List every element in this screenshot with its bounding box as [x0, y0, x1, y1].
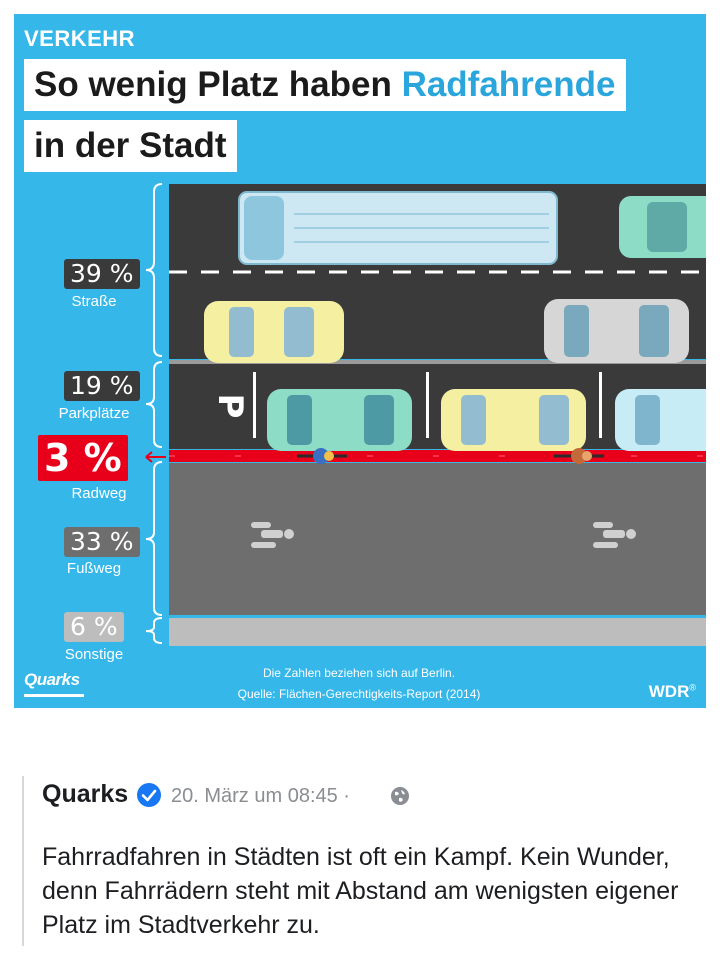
footer-source: Quelle: Flächen-Gerechtigkeits-Report (2…	[237, 687, 481, 701]
quarks-logo-text: Quarks	[24, 670, 80, 689]
title-part-a: So wenig Platz haben	[34, 65, 402, 104]
verified-check-icon	[137, 783, 161, 807]
street-illustration: P	[169, 184, 706, 646]
cyclist-icon	[297, 448, 347, 464]
percent-badge-sonstige: 6 %	[64, 612, 124, 642]
quote-divider	[22, 776, 24, 946]
footer-note: Die Zahlen beziehen sich auf Berlin.	[262, 666, 456, 680]
percent-badge-strasse: 39 %	[64, 259, 140, 289]
pedestrian-symbol-icon	[593, 522, 636, 548]
wdr-logo: WDR®	[649, 682, 696, 702]
pedestrian-symbol-icon	[251, 522, 294, 548]
label-strasse: Straße	[71, 293, 117, 310]
car-icon	[615, 389, 706, 451]
car-icon	[267, 389, 412, 451]
post-timestamp[interactable]: 20. März um 08:45 ·	[171, 785, 350, 807]
car-icon	[204, 301, 344, 363]
infographic: VERKEHR So wenig Platz haben Radfahrende…	[14, 14, 706, 708]
post-image-card[interactable]: VERKEHR So wenig Platz haben Radfahrende…	[0, 0, 720, 722]
segment-sonstige	[169, 618, 706, 646]
title-line-1: So wenig Platz haben Radfahrende	[24, 59, 626, 111]
curb-line	[169, 360, 706, 364]
car-icon	[441, 389, 586, 451]
segment-fussweg	[169, 463, 706, 615]
cyclist-icon	[554, 448, 604, 464]
parking-line	[599, 372, 602, 438]
parking-line	[253, 372, 256, 438]
post-author[interactable]: Quarks	[42, 780, 129, 808]
kicker: VERKEHR	[24, 26, 136, 51]
parking-line	[426, 372, 429, 438]
globe-icon[interactable]	[390, 786, 410, 806]
car-icon	[619, 196, 706, 258]
segment-braces	[145, 183, 166, 644]
parking-sign: P	[210, 394, 250, 419]
label-sonstige: Sonstige	[64, 646, 124, 663]
title-line-2: in der Stadt	[24, 120, 237, 172]
label-fussweg: Fußweg	[66, 560, 122, 577]
wdr-logo-text: WDR	[648, 682, 690, 701]
percent-badge-parkplaetze: 19 %	[64, 371, 140, 401]
wdr-logo-mark: ®	[689, 682, 696, 693]
label-radweg: Radweg	[71, 485, 127, 502]
percent-badge-fussweg: 33 %	[64, 527, 140, 557]
bus-icon	[238, 191, 558, 265]
quarks-logo: Quarks	[24, 670, 84, 697]
percent-badge-radweg: 3 %	[38, 435, 128, 481]
post-text: Fahrradfahren in Städten ist oft ein Kam…	[42, 843, 679, 939]
label-parkplaetze: Parkplätze	[58, 405, 130, 422]
title-highlight: Radfahrende	[401, 65, 616, 104]
car-icon	[544, 299, 689, 363]
